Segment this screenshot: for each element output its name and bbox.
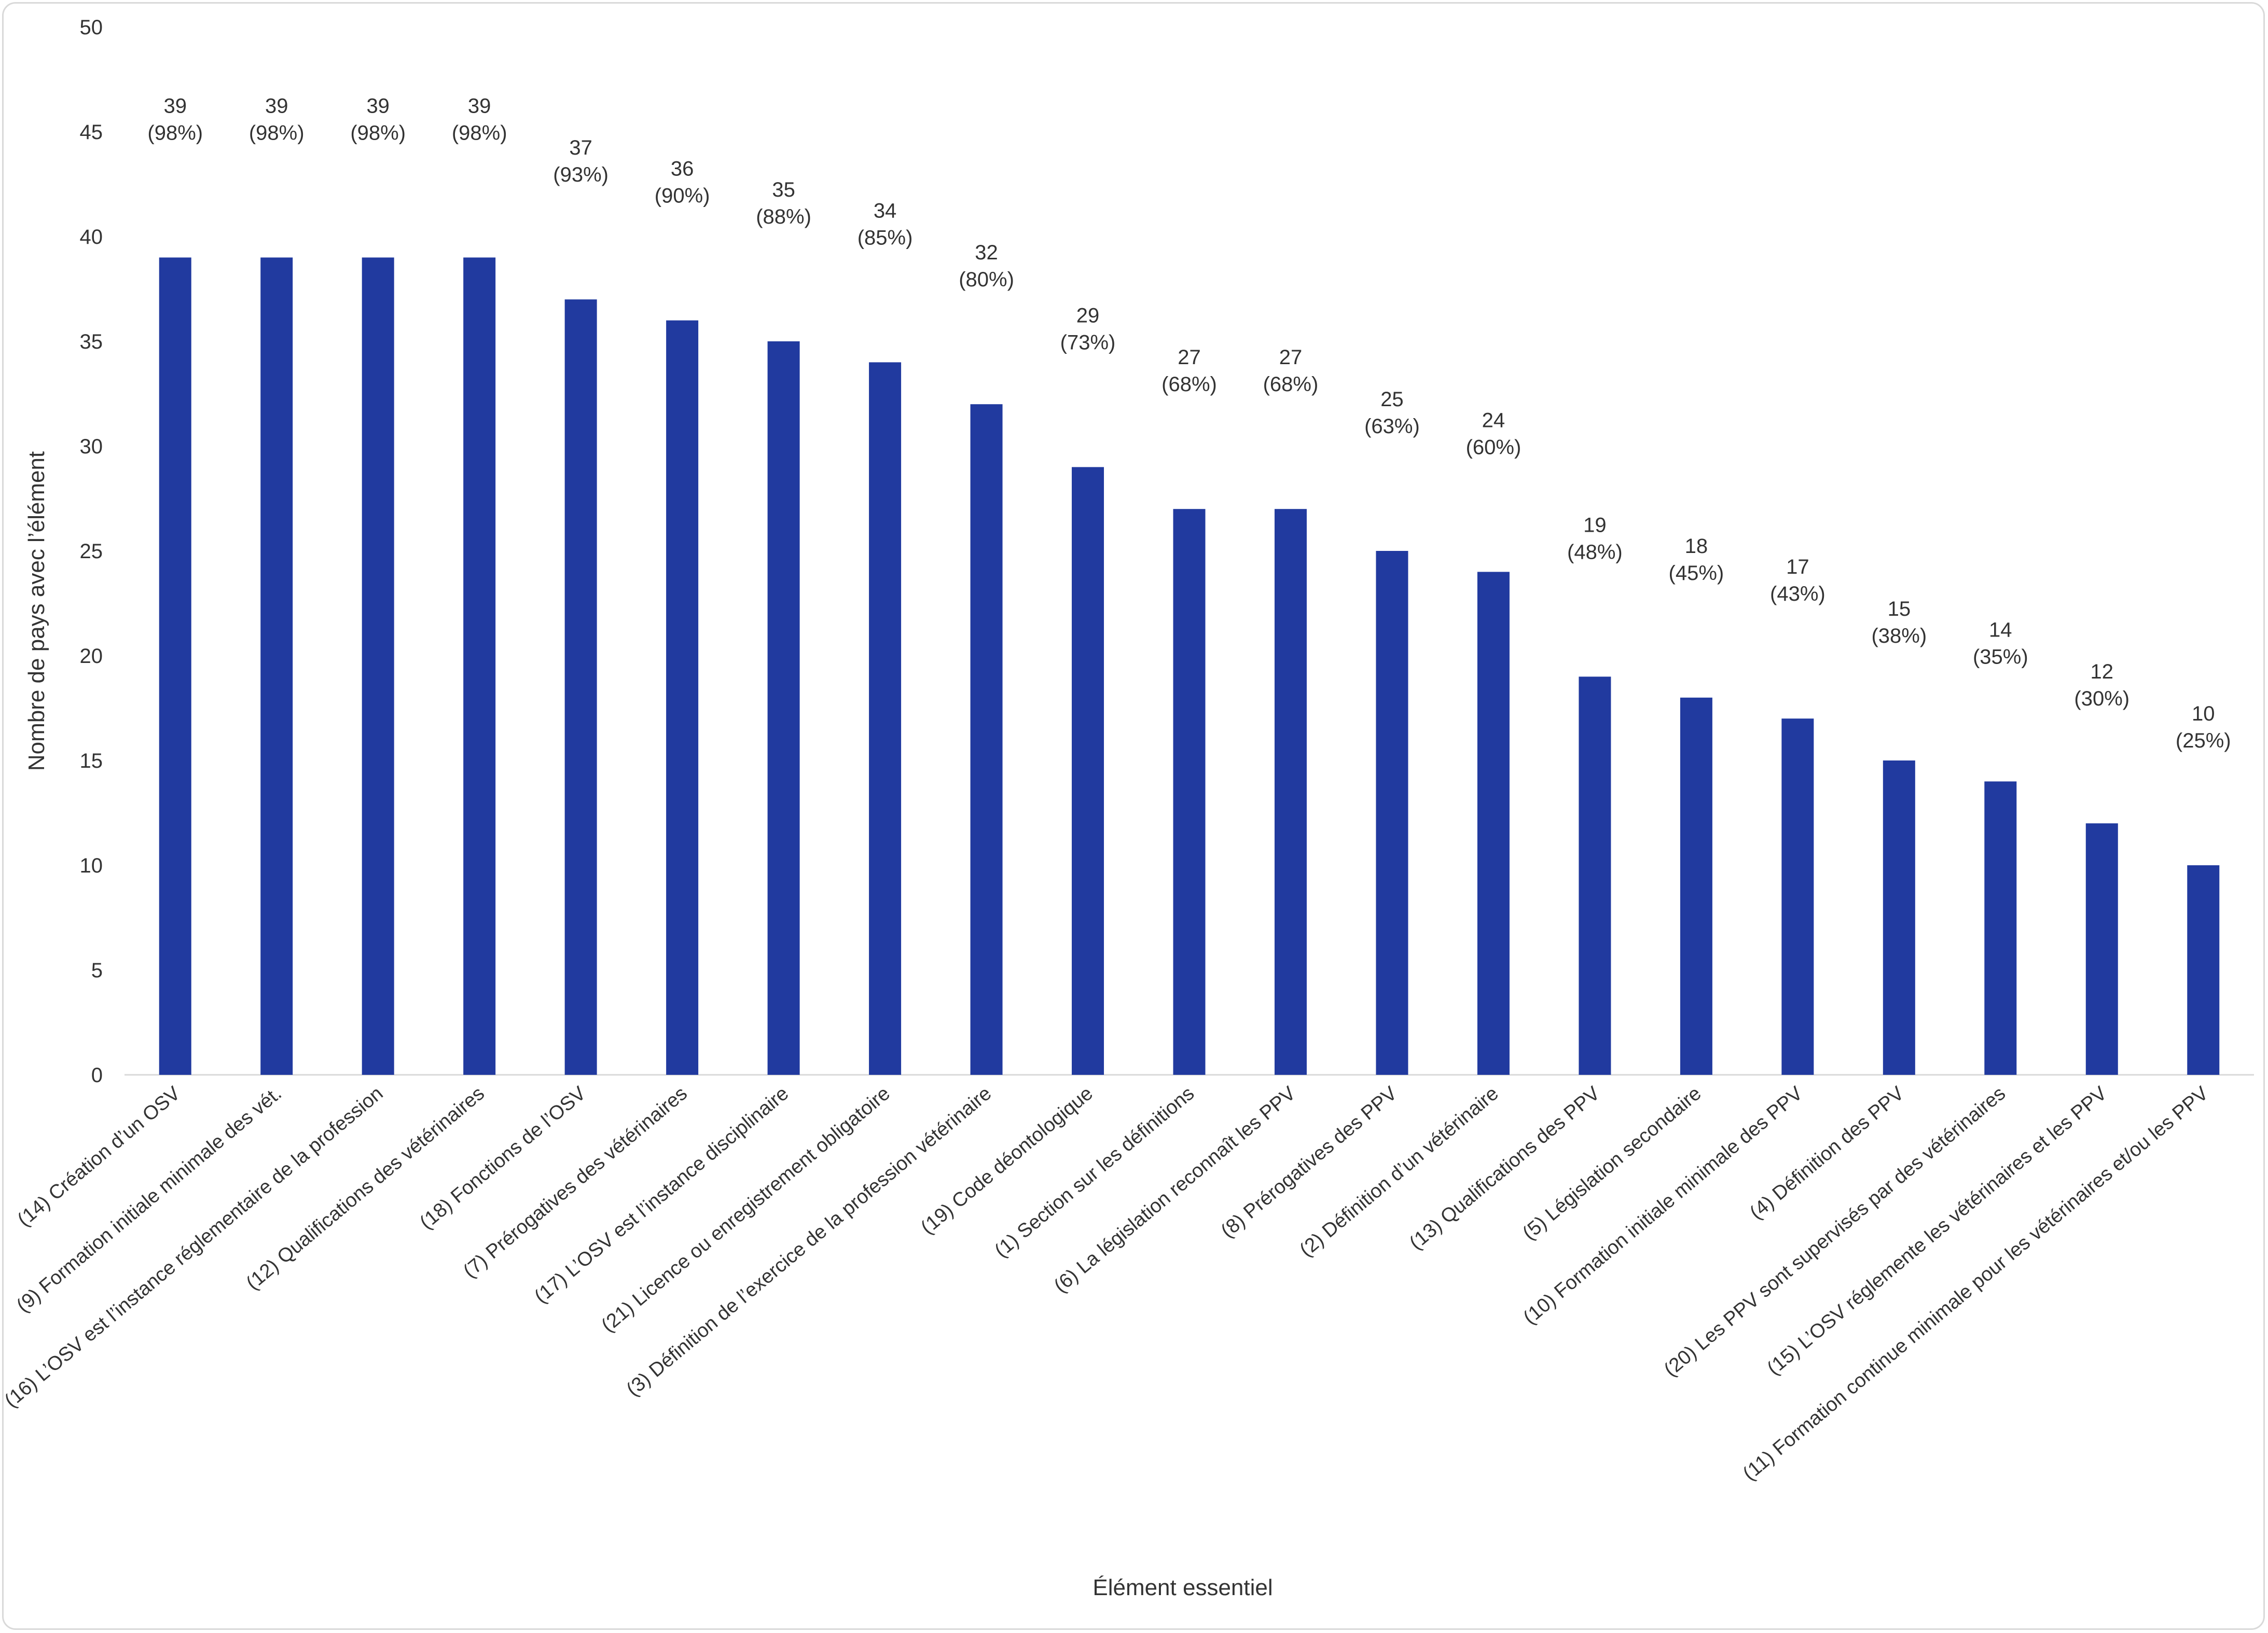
data-label-percent: (98%) — [350, 121, 406, 144]
data-label-percent: (30%) — [2074, 687, 2129, 710]
data-labels: 39 (98%) 39 (98%) 39 (98%) 39 (98%) 37 (93%) 36 (90… — [147, 94, 2231, 752]
y-tick-label: 10 — [80, 854, 103, 877]
data-label-value: 29 — [1076, 304, 1100, 327]
data-label-value: 27 — [1279, 346, 1303, 369]
x-category-label: (15) L’OSV réglemente les vétérinaires e… — [1763, 1082, 2111, 1379]
data-label-value: 25 — [1380, 388, 1404, 411]
bar — [564, 299, 597, 1075]
y-tick-label: 25 — [80, 540, 103, 563]
data-label-percent: (45%) — [1669, 562, 1724, 585]
x-category-label: (2) Définition d’un vétérinaire — [1296, 1083, 1503, 1261]
data-label-value: 12 — [2091, 660, 2114, 683]
x-category-label: (7) Prérogatives des vétérinaires — [459, 1083, 692, 1282]
data-label-value: 15 — [1888, 598, 1911, 620]
bar — [1477, 572, 1510, 1075]
x-category-label: (11) Formation continue minimale pour le… — [1739, 1082, 2213, 1485]
x-category-label: (16) L’OSV est l’instance réglementaire … — [1, 1083, 387, 1412]
bar — [2187, 865, 2220, 1075]
bar — [666, 320, 699, 1075]
data-label-percent: (93%) — [553, 163, 609, 186]
data-label-value: 39 — [163, 94, 187, 117]
y-tick-label: 0 — [91, 1064, 103, 1087]
bar — [2085, 823, 2118, 1075]
x-category-label: (8) Prérogatives des PPV — [1217, 1082, 1402, 1242]
bar — [970, 404, 1003, 1075]
x-category-label: (19) Code déontologique — [917, 1083, 1097, 1239]
data-label-percent: (88%) — [756, 205, 811, 228]
bar — [767, 341, 800, 1075]
data-label-percent: (48%) — [1567, 541, 1623, 563]
bar — [869, 362, 902, 1075]
y-axis-ticks: 0 5 10 15 20 25 30 35 40 45 50 — [80, 16, 103, 1087]
x-category-label: (1) Section sur les définitions — [991, 1083, 1199, 1262]
bar — [362, 257, 394, 1075]
data-label-percent: (85%) — [858, 226, 913, 249]
data-label-percent: (25%) — [2176, 729, 2231, 752]
data-label-percent: (73%) — [1060, 331, 1116, 354]
data-label-value: 39 — [265, 94, 288, 117]
category-labels: (14) Création d’un OSV(9) Formation init… — [1, 1082, 2212, 1485]
bar — [1781, 718, 1814, 1075]
y-tick-label: 35 — [80, 330, 103, 353]
x-category-label: (20) Les PPV sont supervisés par des vét… — [1660, 1083, 2010, 1381]
data-label-value: 34 — [874, 199, 897, 222]
bar — [1072, 467, 1104, 1075]
x-category-label: (14) Création d’un OSV — [13, 1082, 185, 1230]
bar — [159, 257, 191, 1075]
data-label-value: 39 — [366, 94, 390, 117]
data-label-value: 10 — [2192, 702, 2215, 725]
data-label-value: 39 — [468, 94, 491, 117]
y-axis-title: Nombre de pays avec l’élément — [24, 451, 49, 771]
bar — [1173, 509, 1206, 1075]
y-tick-label: 5 — [91, 959, 103, 982]
data-label-percent: (98%) — [249, 121, 305, 144]
y-tick-label: 30 — [80, 435, 103, 458]
y-tick-label: 40 — [80, 226, 103, 248]
bar — [1579, 676, 1611, 1075]
data-label-value: 14 — [1989, 618, 2012, 641]
y-tick-label: 45 — [80, 121, 103, 144]
data-label-value: 24 — [1482, 409, 1505, 432]
bar — [1376, 551, 1408, 1075]
data-label-percent: (35%) — [1973, 645, 2028, 668]
data-label-percent: (98%) — [452, 121, 507, 144]
bar — [260, 257, 293, 1075]
data-label-percent: (90%) — [655, 185, 710, 207]
y-tick-label: 15 — [80, 750, 103, 772]
data-label-percent: (63%) — [1364, 415, 1420, 438]
x-category-label: (18) Fonctions de l’OSV — [416, 1082, 590, 1234]
bar — [1680, 697, 1712, 1075]
data-label-percent: (68%) — [1263, 373, 1319, 396]
data-label-value: 18 — [1685, 535, 1708, 558]
y-tick-label: 50 — [80, 16, 103, 39]
data-label-percent: (98%) — [147, 121, 203, 144]
data-label-value: 36 — [671, 158, 694, 181]
data-label-percent: (38%) — [1871, 625, 1927, 647]
data-label-value: 32 — [975, 241, 998, 264]
x-category-label: (13) Qualifications des PPV — [1405, 1082, 1604, 1254]
data-label-value: 19 — [1583, 514, 1607, 536]
data-label-percent: (68%) — [1161, 373, 1217, 396]
bar — [1984, 781, 2017, 1075]
x-axis-title: Élément essentiel — [1092, 1575, 1273, 1600]
data-label-percent: (80%) — [959, 268, 1014, 291]
data-label-value: 17 — [1786, 556, 1809, 578]
data-label-percent: (43%) — [1770, 583, 1826, 605]
x-category-label: (5) Législation secondaire — [1518, 1083, 1705, 1244]
bar — [463, 257, 496, 1075]
data-label-value: 35 — [772, 178, 795, 201]
bar — [1274, 509, 1307, 1075]
data-label-value: 37 — [569, 136, 592, 159]
y-tick-label: 20 — [80, 645, 103, 668]
bar — [1883, 760, 1915, 1075]
bars — [159, 257, 2220, 1075]
x-category-label: (3) Définition de l’exercice de la profe… — [623, 1083, 996, 1401]
data-label-percent: (60%) — [1466, 436, 1522, 459]
data-label-value: 27 — [1178, 346, 1201, 369]
